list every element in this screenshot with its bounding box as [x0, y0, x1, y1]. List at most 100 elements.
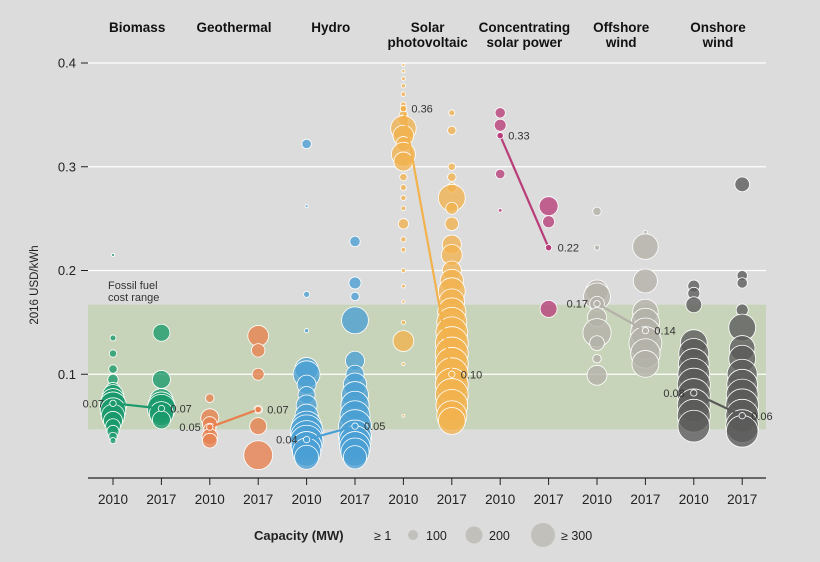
average-label-2010: 0.33 [508, 131, 529, 143]
project-bubble [400, 91, 407, 97]
average-line [402, 108, 453, 375]
legend-label: ≥ 300 [561, 529, 592, 543]
year-label: 2010 [679, 492, 709, 507]
project-bubble [399, 173, 408, 182]
average-label-2017: 0.07 [267, 405, 288, 417]
project-bubble [447, 162, 456, 171]
project-bubble [586, 364, 608, 386]
project-bubble [400, 194, 407, 201]
year-label: 2017 [727, 492, 757, 507]
average-label-2010: 0.08 [663, 388, 684, 400]
tech-label: Geothermal [196, 20, 271, 35]
average-label-2017: 0.10 [461, 369, 482, 381]
project-bubble [251, 343, 266, 358]
project-bubble [400, 319, 406, 325]
y-axis-title: 2016 USD/kWh [29, 245, 41, 324]
project-bubble [108, 364, 118, 374]
average-label-2017: 0.07 [170, 403, 191, 415]
project-bubble [437, 407, 466, 435]
project-bubble [401, 283, 406, 289]
average-line [596, 302, 646, 332]
year-label: 2017 [340, 492, 370, 507]
project-bubble [448, 109, 456, 117]
average-label-2010: 0.36 [411, 104, 432, 116]
project-bubble [497, 208, 503, 213]
average-dot-2017 [641, 327, 650, 335]
project-bubble [400, 205, 407, 211]
project-bubble [304, 204, 309, 209]
project-bubble [392, 330, 415, 352]
average-label-2017: 0.14 [654, 326, 675, 338]
project-bubble [151, 410, 171, 430]
year-label: 2017 [437, 492, 467, 507]
average-dot-2017 [738, 412, 746, 420]
tech-label-line1: Solar [411, 20, 446, 35]
project-bubble [447, 172, 457, 182]
project-bubble [400, 247, 407, 253]
project-bubble [736, 277, 748, 289]
project-bubble [493, 118, 507, 132]
project-bubble [631, 350, 660, 378]
project-bubble [592, 206, 602, 217]
project-bubble [397, 218, 410, 230]
tech-label-line2: photovoltaic [387, 35, 468, 50]
project-bubble [632, 233, 659, 260]
project-bubble [151, 370, 171, 389]
project-bubble [243, 440, 274, 470]
average-dot-2010 [206, 423, 214, 431]
project-bubble [108, 349, 118, 358]
average-label-2010: 0.05 [179, 422, 200, 434]
average-dot-2010 [399, 105, 407, 113]
project-bubble [592, 354, 602, 364]
band-label-line2: cost range [108, 292, 159, 304]
legend-bubble [465, 526, 483, 544]
legend-label: 200 [489, 529, 510, 543]
average-label-2010: 0.17 [567, 299, 588, 311]
project-bubble [447, 125, 457, 136]
project-bubble [205, 393, 215, 403]
project-bubble [393, 151, 414, 172]
project-bubble [349, 235, 361, 248]
year-label: 2017 [146, 492, 176, 507]
y-tick-label: 0.1 [58, 367, 76, 382]
average-label-2010: 0.07 [83, 398, 104, 410]
project-bubble [304, 328, 310, 334]
y-tick-label: 0.3 [58, 159, 76, 174]
year-label: 2017 [243, 492, 273, 507]
x-axis-ticks: 2010 2017 2010 2017 2010 2017 2010 2017 2010 2017… [98, 478, 757, 507]
year-label: 2010 [582, 492, 612, 507]
average-dot-2010 [302, 436, 311, 444]
project-bubble [303, 290, 311, 298]
tech-label-line2: wind [605, 35, 637, 50]
average-label-2010: 0.04 [276, 435, 297, 447]
project-bubble [401, 413, 406, 418]
average-label-2017: 0.22 [558, 243, 579, 255]
y-axis-ticks: 0.1 0.2 0.3 0.4 [58, 56, 88, 382]
legend-title: Capacity (MW) [254, 528, 344, 543]
project-bubble [251, 367, 265, 381]
project-bubble [542, 215, 556, 229]
project-bubble [734, 176, 750, 193]
y-tick-label: 0.4 [58, 56, 76, 71]
project-bubble [109, 334, 117, 342]
year-label: 2010 [195, 492, 225, 507]
project-bubble [539, 299, 558, 318]
legend-bubble [531, 523, 555, 547]
project-bubble [348, 276, 362, 290]
project-bubble [401, 361, 406, 366]
project-bubble [342, 445, 368, 470]
average-dot-2010 [593, 300, 601, 308]
tech-label-line1: Onshore [690, 20, 746, 35]
project-bubble [401, 63, 406, 67]
project-bubble [685, 296, 703, 314]
project-bubble [401, 299, 406, 304]
project-bubble [538, 196, 559, 217]
average-line [209, 408, 259, 429]
project-bubble [152, 323, 171, 342]
average-dot-2017 [351, 422, 359, 430]
project-bubble [593, 244, 601, 251]
project-bubble [494, 107, 506, 119]
project-bubble [249, 417, 268, 436]
project-bubble [643, 229, 648, 235]
